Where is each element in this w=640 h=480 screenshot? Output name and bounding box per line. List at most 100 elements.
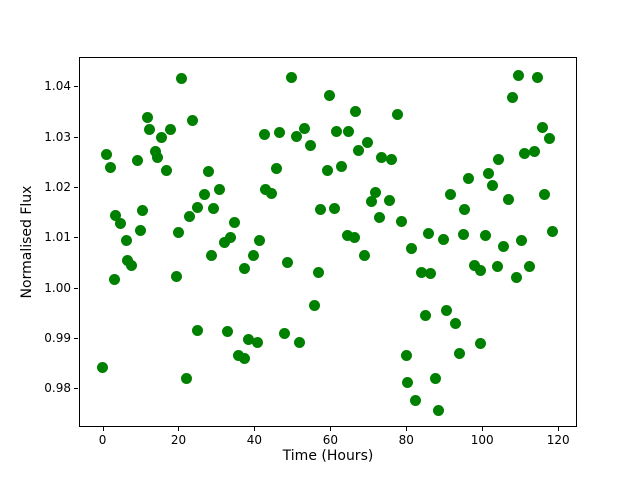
data-point [202,165,214,177]
data-point [482,168,494,180]
data-point [298,123,310,135]
data-point [156,132,168,144]
data-point [529,146,541,158]
data-point [365,195,377,207]
y-tick-label: 1.03 [44,129,71,144]
data-point [126,260,138,272]
data-point [304,139,316,151]
data-point [513,69,525,81]
data-point [486,179,498,191]
data-point [266,188,278,200]
data-point [441,305,453,317]
data-point [401,349,413,361]
data-point [252,337,264,349]
data-point [221,325,233,337]
data-point [362,136,374,148]
data-point [285,71,297,83]
x-tick-mark [558,427,560,431]
data-point [459,204,471,216]
data-point [374,212,386,224]
data-point [450,317,462,329]
data-point [348,232,360,244]
data-point [491,261,503,273]
x-axis-label: Time (Hours) [282,448,374,464]
y-axis-label: Normalised Flux [19,185,35,299]
data-point [180,372,192,384]
data-point [142,112,154,124]
data-point [433,405,445,417]
data-point [191,202,203,214]
data-point [438,234,450,246]
data-point [120,235,132,247]
x-tick-label: 20 [170,433,187,447]
data-point [445,188,457,200]
data-point [225,231,237,243]
data-point [172,227,184,239]
data-point [260,183,272,195]
data-point [384,194,396,206]
data-point [321,165,333,177]
data-point [315,203,327,215]
data-point [544,133,556,145]
data-point [396,215,408,227]
data-point [183,211,195,223]
y-tick-mark [74,136,78,138]
data-point [238,262,250,274]
data-point [524,260,536,272]
x-tick-mark [406,427,408,431]
data-point [131,155,143,167]
data-point [539,188,551,200]
data-point [213,184,225,196]
data-point [271,162,283,174]
data-point [454,347,466,359]
x-tick-label: 0 [98,433,107,447]
data-point [144,124,156,136]
data-point [328,203,340,215]
data-point [532,72,544,84]
y-tick-label: 0.99 [44,330,71,345]
data-point [165,123,177,135]
data-point [293,337,305,349]
data-point [313,267,325,279]
data-point [343,126,355,137]
y-tick-mark [74,388,78,390]
y-tick-mark [74,186,78,188]
data-point [493,153,505,165]
data-point [243,334,255,346]
data-point [232,349,244,361]
data-point [206,250,218,262]
data-point [151,151,163,163]
data-point [170,270,182,282]
y-tick-label: 0.98 [44,381,71,396]
data-point [290,130,302,142]
data-point [104,161,116,173]
data-point [546,225,558,237]
data-point [469,260,481,272]
data-point [122,254,134,266]
y-tick-label: 1.04 [44,79,71,94]
y-tick-mark [74,337,78,339]
data-point [176,73,188,85]
x-tick-mark [254,427,256,431]
data-point [136,205,148,217]
data-point [358,250,370,262]
x-tick-label: 100 [470,433,494,447]
x-tick-label: 120 [546,433,570,447]
data-point [309,299,321,311]
data-point [341,229,353,241]
data-point [149,145,161,157]
y-tick-mark [74,86,78,88]
data-point [497,240,509,252]
plot-area [79,57,577,427]
data-point [254,234,266,246]
data-point [422,227,434,239]
data-point [463,172,475,184]
data-point [100,148,112,160]
data-point [406,242,418,254]
y-tick-label: 1.00 [44,280,71,295]
data-point [518,148,530,160]
data-point [219,236,231,248]
data-point [349,105,361,117]
data-point [510,272,522,284]
